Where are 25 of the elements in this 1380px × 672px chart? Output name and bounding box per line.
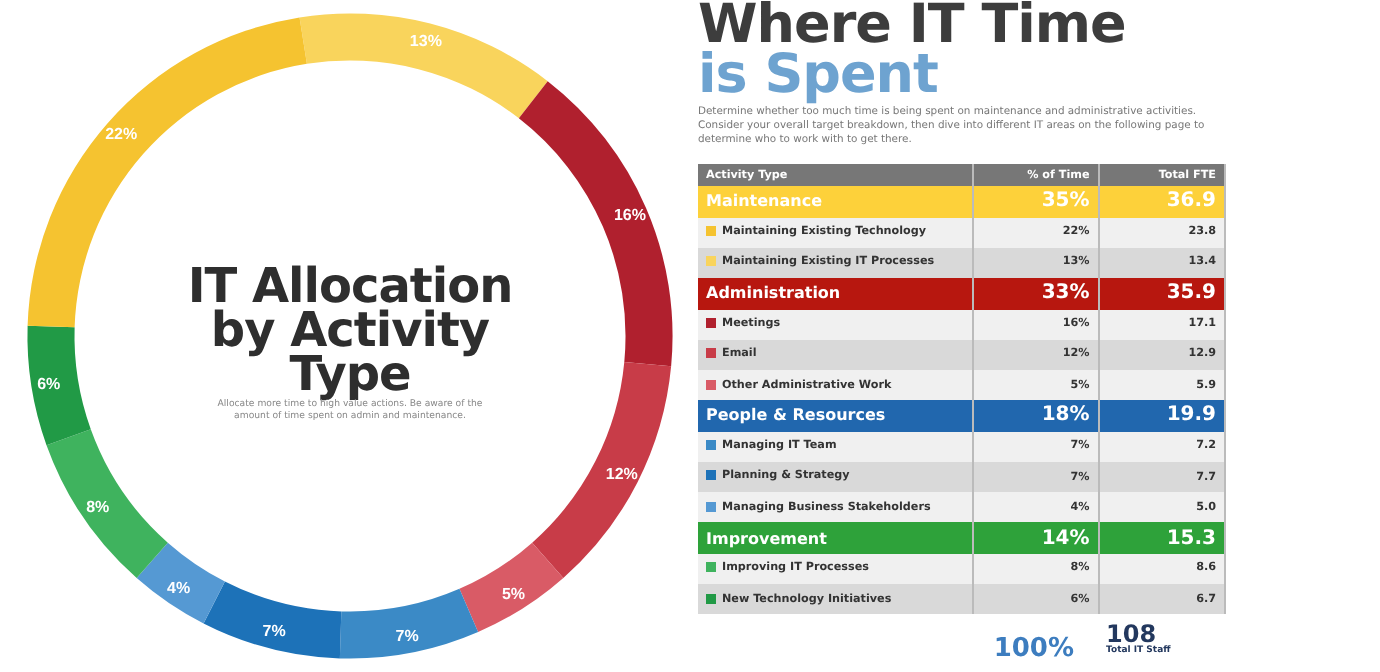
text: 36.9 (1098, 186, 1225, 218)
text: 19.9 (1098, 400, 1225, 432)
data-label: 4% (166, 579, 191, 598)
text: 35% (972, 186, 1099, 218)
text: 18% (972, 400, 1099, 432)
text: 33% (972, 277, 1099, 310)
text: People & Resources (698, 400, 973, 432)
data-label: 8% (86, 498, 110, 517)
text: 15.3 (1098, 522, 1225, 554)
text: 35.9 (1098, 277, 1225, 310)
data-label: 22% (105, 125, 138, 144)
text: Maintenance (698, 186, 973, 218)
data-label: 7% (262, 622, 286, 641)
text: 100% (991, 632, 1076, 665)
text: 14% (972, 522, 1099, 554)
text: IT Allocation by Activity Type (185, 258, 515, 402)
data-label: 16% (613, 205, 646, 224)
data-label: 5% (501, 584, 526, 603)
text: Improvement (698, 522, 973, 554)
data-label: 6% (37, 374, 61, 393)
data-label: 7% (395, 626, 419, 645)
text: Administration (698, 277, 973, 310)
data-label: 13% (409, 31, 442, 50)
text: is Spent (698, 44, 940, 106)
data-label: 12% (605, 465, 638, 484)
